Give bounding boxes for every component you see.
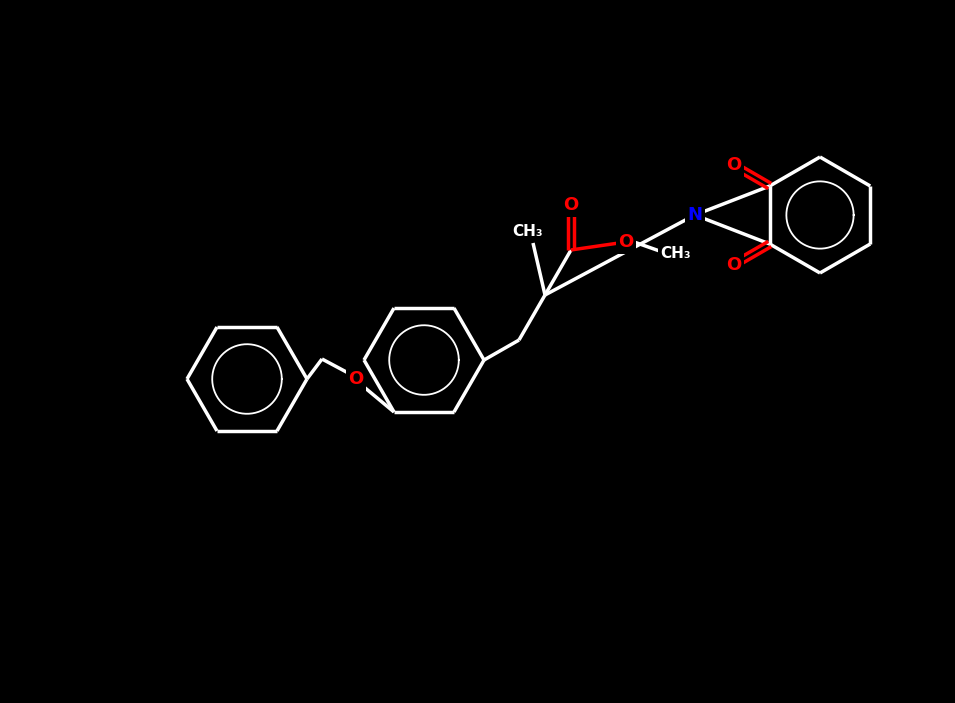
Text: O: O [563, 196, 579, 214]
Text: O: O [726, 256, 741, 274]
Text: O: O [619, 233, 633, 251]
Text: O: O [726, 156, 741, 174]
Text: CH₃: CH₃ [513, 224, 543, 238]
Text: O: O [349, 370, 364, 388]
Text: CH₃: CH₃ [661, 247, 691, 262]
Text: N: N [688, 206, 702, 224]
